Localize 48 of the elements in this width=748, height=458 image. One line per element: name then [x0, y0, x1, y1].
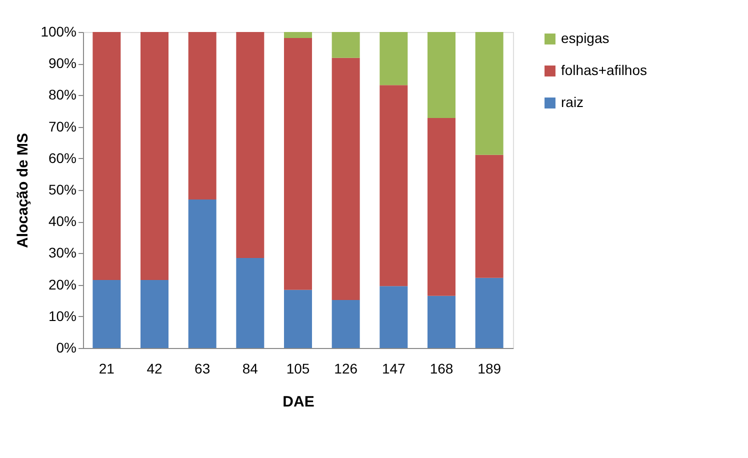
bar [380, 32, 408, 86]
bar [284, 32, 312, 38]
legend-label: folhas+afilhos [561, 62, 648, 78]
bar [427, 296, 456, 348]
x-axis-title: DAE [282, 394, 314, 410]
y-tick-label: 50% [48, 182, 76, 198]
bar [284, 290, 312, 348]
y-tick-label: 20% [48, 276, 76, 292]
bar [284, 38, 312, 290]
y-axis-title: Alocação de MS [14, 132, 32, 248]
x-tick-label: 63 [194, 360, 210, 376]
legend-label: espigas [561, 30, 610, 46]
bar [188, 199, 216, 348]
bar [380, 286, 408, 348]
y-tick-label: 30% [48, 244, 76, 261]
y-tick-label: 90% [48, 55, 76, 72]
bar [427, 118, 456, 296]
x-tick-label: 147 [382, 360, 406, 376]
x-tick-label: 105 [286, 360, 310, 376]
bar [427, 32, 456, 118]
x-tick-label: 168 [430, 360, 454, 376]
x-tick-label: 21 [98, 360, 115, 376]
bar [475, 278, 504, 348]
legend-label: raiz [561, 94, 584, 110]
y-tick-label: 40% [48, 213, 76, 230]
bar [332, 32, 360, 58]
x-tick-label: 84 [242, 360, 258, 376]
y-tick-label: 0% [56, 340, 76, 356]
y-tick-label: 10% [48, 308, 76, 324]
bar [380, 85, 408, 286]
y-tick-label: 70% [48, 118, 76, 134]
bar [140, 32, 169, 280]
y-tick-label: 80% [48, 86, 76, 103]
x-tick-label: 189 [478, 360, 502, 376]
bar [236, 258, 264, 348]
bar [188, 32, 216, 200]
y-tick-label: 60% [48, 150, 76, 166]
bar [92, 32, 121, 280]
bar [332, 58, 360, 300]
x-tick-label: 126 [334, 360, 358, 376]
x-tick-label: 42 [146, 360, 163, 376]
bar [236, 32, 264, 258]
bar [475, 32, 504, 155]
bar [475, 154, 504, 278]
bar [92, 280, 121, 348]
bar [140, 280, 169, 348]
bar [332, 300, 360, 348]
y-tick-label: 100% [40, 24, 76, 40]
